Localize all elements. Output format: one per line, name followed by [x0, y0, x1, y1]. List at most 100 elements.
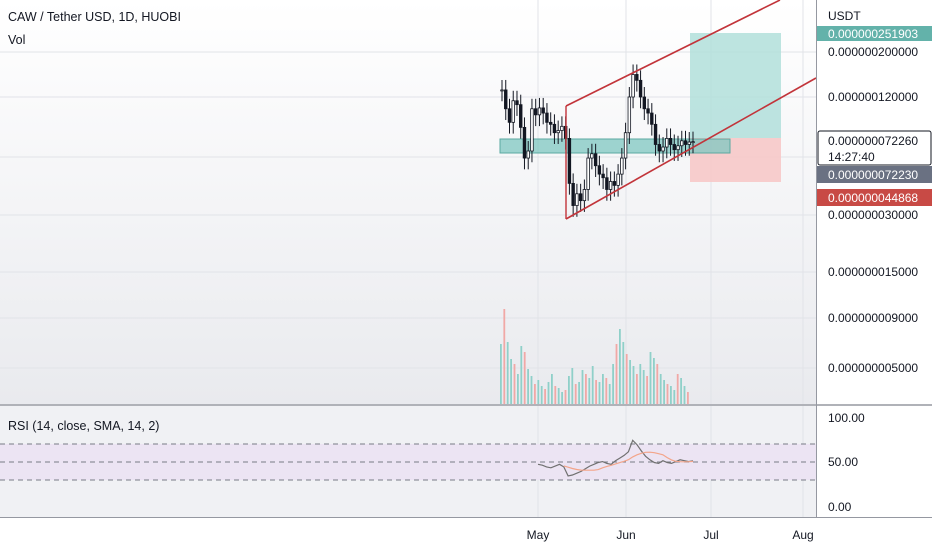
volume-bar: [612, 364, 614, 404]
axis-unit-label: USDT: [828, 9, 861, 23]
candle-body: [627, 96, 632, 134]
candle-body: [545, 112, 549, 123]
candle-body: [642, 96, 647, 110]
rsi-tick-label: 100.00: [828, 411, 865, 425]
volume-bar: [520, 346, 523, 404]
volume-bar: [642, 370, 645, 404]
candle-body: [680, 140, 684, 147]
main-pane-background: [0, 0, 816, 404]
price-axis: [816, 0, 932, 550]
volume-bar: [663, 380, 665, 404]
volume-bar: [547, 382, 550, 404]
volume-bar: [581, 370, 584, 404]
price-tag-stop-label: 0.000000044868: [828, 191, 918, 205]
volume-bar: [656, 364, 659, 404]
rsi-tick-label: 0.00: [828, 500, 852, 514]
rsi-line: [537, 439, 694, 477]
price-tag-target: [817, 26, 932, 41]
volume-bar: [506, 342, 509, 404]
volume-bar: [554, 386, 557, 404]
candle-body: [582, 189, 587, 202]
volume-bar: [602, 374, 604, 404]
candle-body: [657, 144, 661, 152]
rsi-tick-label: 50.00: [828, 455, 858, 469]
price-tags: 0.000000251903 0.000000072260 14:27:40 0.00…: [817, 26, 932, 206]
volume-bar: [676, 374, 679, 404]
candle-body: [683, 140, 688, 145]
candle-body: [638, 79, 643, 98]
volume-bar: [564, 390, 567, 404]
candle-body: [552, 123, 557, 134]
y-tick-label: 0.000000005000: [828, 361, 918, 375]
y-tick-label: 0.000000030000: [828, 208, 918, 222]
volume-bar: [503, 309, 506, 404]
volume-bar: [510, 359, 512, 404]
candle-body: [571, 183, 575, 206]
channel-lower-line: [565, 77, 817, 220]
candle-body: [511, 100, 515, 123]
volume-bar: [625, 354, 628, 404]
volume-bar: [687, 392, 689, 404]
volume-bar: [588, 378, 591, 404]
volume-bar: [527, 369, 529, 404]
volume-bar: [598, 382, 601, 404]
volume-bar: [666, 384, 669, 404]
candle-body: [507, 108, 512, 123]
price-tag-target-label: 0.000000251903: [828, 27, 918, 41]
candle-body: [608, 181, 613, 190]
candle-body: [556, 130, 560, 134]
volume-bar: [680, 378, 682, 404]
target-zone: [690, 33, 781, 138]
candle-body: [650, 112, 654, 125]
volume-bar: [670, 386, 672, 404]
candle-body: [691, 141, 695, 144]
y-tick-label: 0.000000200000: [828, 45, 918, 59]
candle-body: [586, 157, 590, 190]
volume-bar: [530, 376, 533, 404]
candle-body: [575, 193, 579, 206]
candle-body: [530, 108, 534, 152]
candle-body: [537, 107, 542, 116]
volume-bar: [632, 366, 635, 404]
candle-body: [653, 123, 658, 145]
volume-bar: [571, 368, 574, 404]
candle-body: [515, 100, 519, 106]
price-tag-last: [817, 130, 932, 166]
candle-body: [612, 181, 617, 186]
candle-body: [504, 89, 508, 110]
x-tick-label: May: [527, 528, 550, 542]
candle-body: [620, 157, 624, 175]
volume-bar: [629, 360, 631, 404]
symbol-title[interactable]: CAW / Tether USD, 1D, HUOBI: [8, 10, 181, 24]
volume-bar: [557, 388, 560, 404]
candle-body: [567, 138, 572, 184]
volume-bar: [683, 386, 686, 404]
volume-bar: [653, 358, 655, 404]
candle-body: [519, 104, 523, 128]
candle-body: [522, 126, 527, 159]
rsi-title[interactable]: RSI (14, close, SMA, 14, 2): [8, 419, 160, 433]
candle-body: [548, 121, 553, 125]
candle-body: [661, 146, 665, 152]
y-tick-label: 0.000000009000: [828, 311, 918, 325]
volume-bar: [595, 380, 597, 404]
volume-bar: [622, 342, 625, 404]
price-tag-entry: [817, 166, 932, 183]
candle-body: [597, 165, 602, 175]
countdown-label: 14:27:40: [828, 150, 875, 164]
candle-body: [526, 150, 530, 159]
rsi-ma-line: [563, 451, 694, 471]
volume-bar: [639, 364, 642, 404]
volume-bars: [500, 309, 689, 404]
x-tick-label: Aug: [792, 528, 813, 542]
volume-bar: [673, 390, 676, 404]
volume-label: Vol: [8, 33, 26, 47]
candle-body: [687, 141, 691, 145]
candle-body: [665, 138, 669, 148]
candle-body: [672, 144, 676, 151]
volume-bar: [517, 374, 519, 404]
volume-bar: [561, 392, 563, 404]
volume-bar: [544, 389, 546, 404]
y-tick-label: 0.000000120000: [828, 90, 918, 104]
